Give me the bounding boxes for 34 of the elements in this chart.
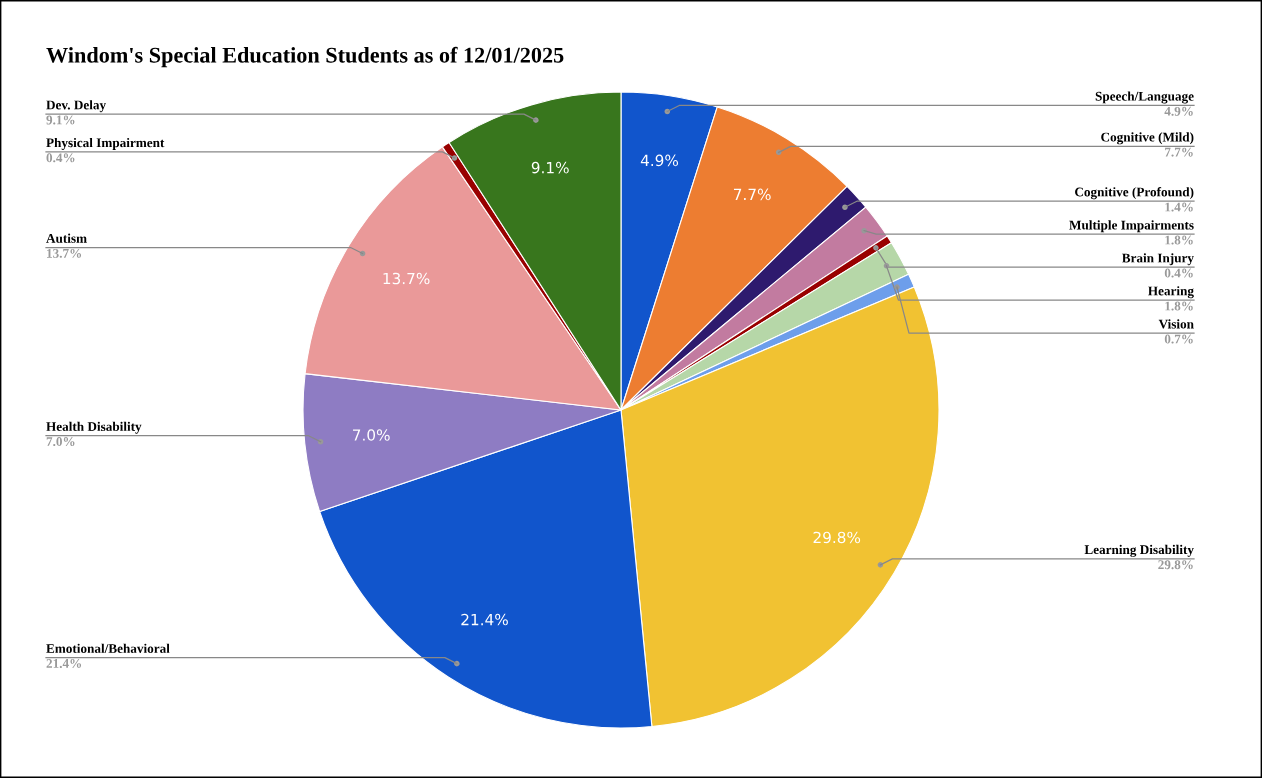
slice-label: Hearing	[1148, 286, 1194, 299]
data-label: 4.9%	[640, 154, 679, 167]
slice-label: Vision	[1158, 319, 1194, 329]
data-label: 1.8%	[1165, 301, 1193, 311]
text: 21.4%	[46, 659, 82, 668]
data-label: 1.4%	[1165, 202, 1193, 212]
data-label: 29.8%	[813, 531, 861, 544]
data-label: 0.7%	[1164, 334, 1193, 344]
slice-label: Multiple Impairments	[1069, 220, 1194, 233]
slice-label: Learning Disability	[1084, 544, 1194, 557]
slice-label: Emotional/Behavioral	[46, 643, 170, 653]
text: 9.1%	[46, 115, 75, 125]
text: 7.0%	[46, 437, 75, 447]
data-label: 1.8%	[1165, 235, 1193, 245]
slice-label: Physical Impairment	[46, 137, 165, 150]
data-label: 9.1%	[531, 161, 569, 174]
chart-title: Windom's Special Education Students as of 12/01/2025	[46, 46, 564, 68]
slice-label: Cognitive (Mild)	[1101, 132, 1194, 145]
slice-label: Dev. Delay	[46, 100, 106, 113]
text: 4.9%	[1164, 106, 1193, 116]
text: 7.7%	[1165, 147, 1193, 157]
slice-label: Cognitive (Profound)	[1075, 187, 1194, 200]
data-label: 0.4%	[46, 153, 75, 163]
text: 29.8%	[1158, 560, 1193, 570]
data-label: 7.7%	[733, 188, 771, 201]
slice-label: Brain Injury	[1122, 253, 1194, 266]
data-label: 21.4%	[461, 613, 508, 626]
slice-label: Speech/Language	[1095, 91, 1194, 104]
data-label: 0.4%	[1164, 268, 1193, 278]
slice-label: Health Disability	[46, 421, 142, 434]
data-label: 7.0%	[353, 429, 390, 441]
slice-label: Autism	[46, 233, 87, 243]
data-label: 13.7%	[383, 272, 430, 285]
text: 13.7%	[47, 248, 82, 258]
